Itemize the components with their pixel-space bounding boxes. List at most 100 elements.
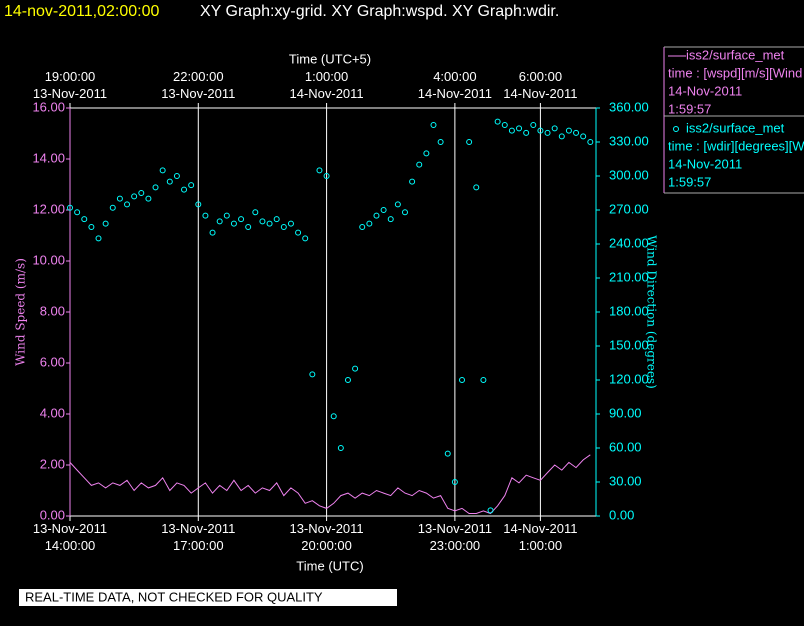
y2-tick-label: 180.00 bbox=[609, 303, 649, 318]
y-tick-label: 14.00 bbox=[32, 150, 65, 165]
y-tick-label: 12.00 bbox=[32, 201, 65, 216]
y-tick-label: 6.00 bbox=[40, 354, 65, 369]
y2-tick-label: 120.00 bbox=[609, 371, 649, 386]
wdir-point bbox=[437, 139, 444, 145]
wdir-point bbox=[181, 186, 188, 193]
wdir-point bbox=[109, 204, 116, 211]
wdir-point bbox=[323, 173, 330, 179]
y2-tick-label: 90.00 bbox=[609, 405, 642, 420]
chart-title: 14-nov-2011,02:00:00 bbox=[4, 3, 159, 20]
x2-tick-label: 4:00:00 14-Nov-2011 bbox=[418, 69, 492, 101]
wdir-point bbox=[273, 216, 280, 223]
y2-tick-label: 150.00 bbox=[609, 337, 649, 352]
wdir-point bbox=[95, 235, 102, 242]
legend-detail: 14-Nov-2011 bbox=[668, 156, 742, 171]
wdir-point bbox=[173, 173, 180, 179]
y-tick-label: 0.00 bbox=[40, 507, 65, 522]
wdir-point bbox=[416, 161, 423, 168]
wdir-point bbox=[209, 229, 216, 236]
wdir-point bbox=[88, 224, 95, 230]
wdir-point bbox=[473, 184, 480, 191]
wdir-point bbox=[295, 229, 302, 236]
wdir-point bbox=[551, 125, 558, 132]
wdir-point bbox=[238, 216, 245, 223]
x-tick-label: 13-Nov-2011 14:00:00 bbox=[33, 521, 107, 553]
wdir-point bbox=[316, 167, 323, 174]
x2-tick-label: 6:00:00 14-Nov-2011 bbox=[503, 69, 577, 101]
x2-tick-label: 22:00:00 13-Nov-2011 bbox=[161, 69, 235, 101]
footer-box bbox=[19, 589, 397, 606]
wdir-point bbox=[573, 129, 580, 136]
legend-detail: 1:59:57 bbox=[668, 174, 711, 189]
wdir-point bbox=[387, 216, 394, 223]
x2-axis-label: Time (UTC+5) bbox=[289, 51, 371, 66]
wdir-point bbox=[501, 122, 508, 128]
wdir-point bbox=[494, 118, 501, 125]
wdir-point bbox=[487, 507, 494, 514]
y2-tick-label: 210.00 bbox=[609, 269, 649, 284]
y2-tick-label: 240.00 bbox=[609, 235, 649, 250]
wdir-point bbox=[565, 127, 572, 134]
y-tick-label: 2.00 bbox=[40, 456, 65, 471]
wdir-point bbox=[252, 209, 259, 216]
wdir-point bbox=[344, 377, 351, 383]
x-axis-label: Time (UTC) bbox=[296, 558, 363, 573]
wdir-point bbox=[409, 178, 416, 185]
wdir-point bbox=[138, 190, 145, 196]
y2-tick-label: 360.00 bbox=[609, 99, 649, 114]
wdir-point bbox=[188, 182, 195, 189]
wdir-point bbox=[401, 209, 408, 216]
wdir-point bbox=[280, 224, 287, 230]
wdir-point bbox=[131, 193, 138, 200]
wdir-point bbox=[459, 377, 466, 383]
wdir-point bbox=[116, 195, 123, 202]
footer: REAL-TIME DATA, NOT CHECKED FOR QUALITY bbox=[25, 589, 323, 604]
wdir-point bbox=[430, 122, 437, 128]
y2-tick-label: 270.00 bbox=[609, 201, 649, 216]
y2-tick-label: 330.00 bbox=[609, 133, 649, 148]
wdir-point bbox=[366, 220, 373, 227]
wdir-point bbox=[544, 129, 551, 136]
wdir-point bbox=[166, 178, 173, 185]
wdir-point bbox=[245, 224, 252, 230]
x-tick-label: 13-Nov-2011 20:00:00 bbox=[289, 521, 363, 553]
y2-axis-label: Wind Direction (degrees) bbox=[645, 235, 659, 389]
wdir-point bbox=[74, 209, 81, 216]
x-tick-label: 13-Nov-2011 23:00:00 bbox=[418, 521, 492, 553]
wdir-point bbox=[380, 207, 387, 213]
y-tick-label: 8.00 bbox=[40, 303, 65, 318]
wdir-point bbox=[451, 479, 458, 485]
legend-detail: time : [wspd][m/s][Wind bbox=[668, 65, 802, 80]
wdir-point bbox=[530, 122, 537, 128]
y2-tick-label: 30.00 bbox=[609, 473, 642, 488]
x-tick-label: 13-Nov-2011 17:00:00 bbox=[161, 521, 235, 553]
y2-tick-label: 60.00 bbox=[609, 439, 642, 454]
wdir-point bbox=[202, 212, 209, 219]
wdir-point bbox=[330, 413, 337, 420]
wdir-point bbox=[480, 377, 487, 383]
wdir-point bbox=[302, 235, 309, 242]
x2-tick-label: 19:00:00 13-Nov-2011 bbox=[33, 69, 107, 101]
wdir-point bbox=[508, 127, 515, 134]
legend-marker-sample bbox=[673, 126, 679, 132]
chart-subtitle: XY Graph:xy-grid. XY Graph:wspd. XY Grap… bbox=[200, 3, 559, 20]
y2-tick-label: 0.00 bbox=[609, 507, 634, 522]
y2-tick-label: 300.00 bbox=[609, 167, 649, 182]
wdir-point bbox=[67, 204, 73, 211]
legend-name: iss2/surface_met bbox=[686, 47, 785, 62]
wdir-point bbox=[337, 445, 344, 451]
wdir-point bbox=[359, 224, 366, 230]
wdir-point bbox=[352, 365, 359, 372]
wdir-point bbox=[537, 127, 544, 134]
wdir-point bbox=[587, 139, 594, 145]
wdir-point bbox=[287, 220, 294, 227]
wdir-point bbox=[195, 201, 202, 208]
x-tick-label: 14-Nov-2011 1:00:00 bbox=[503, 521, 577, 553]
x2-tick-label: 1:00:00 14-Nov-2011 bbox=[289, 69, 363, 101]
wdir-point bbox=[394, 201, 401, 208]
wdir-point bbox=[159, 167, 166, 174]
wdir-point bbox=[580, 133, 587, 140]
y-axis-label: Wind Speed (m/s) bbox=[14, 258, 28, 366]
wdir-point bbox=[373, 212, 380, 219]
